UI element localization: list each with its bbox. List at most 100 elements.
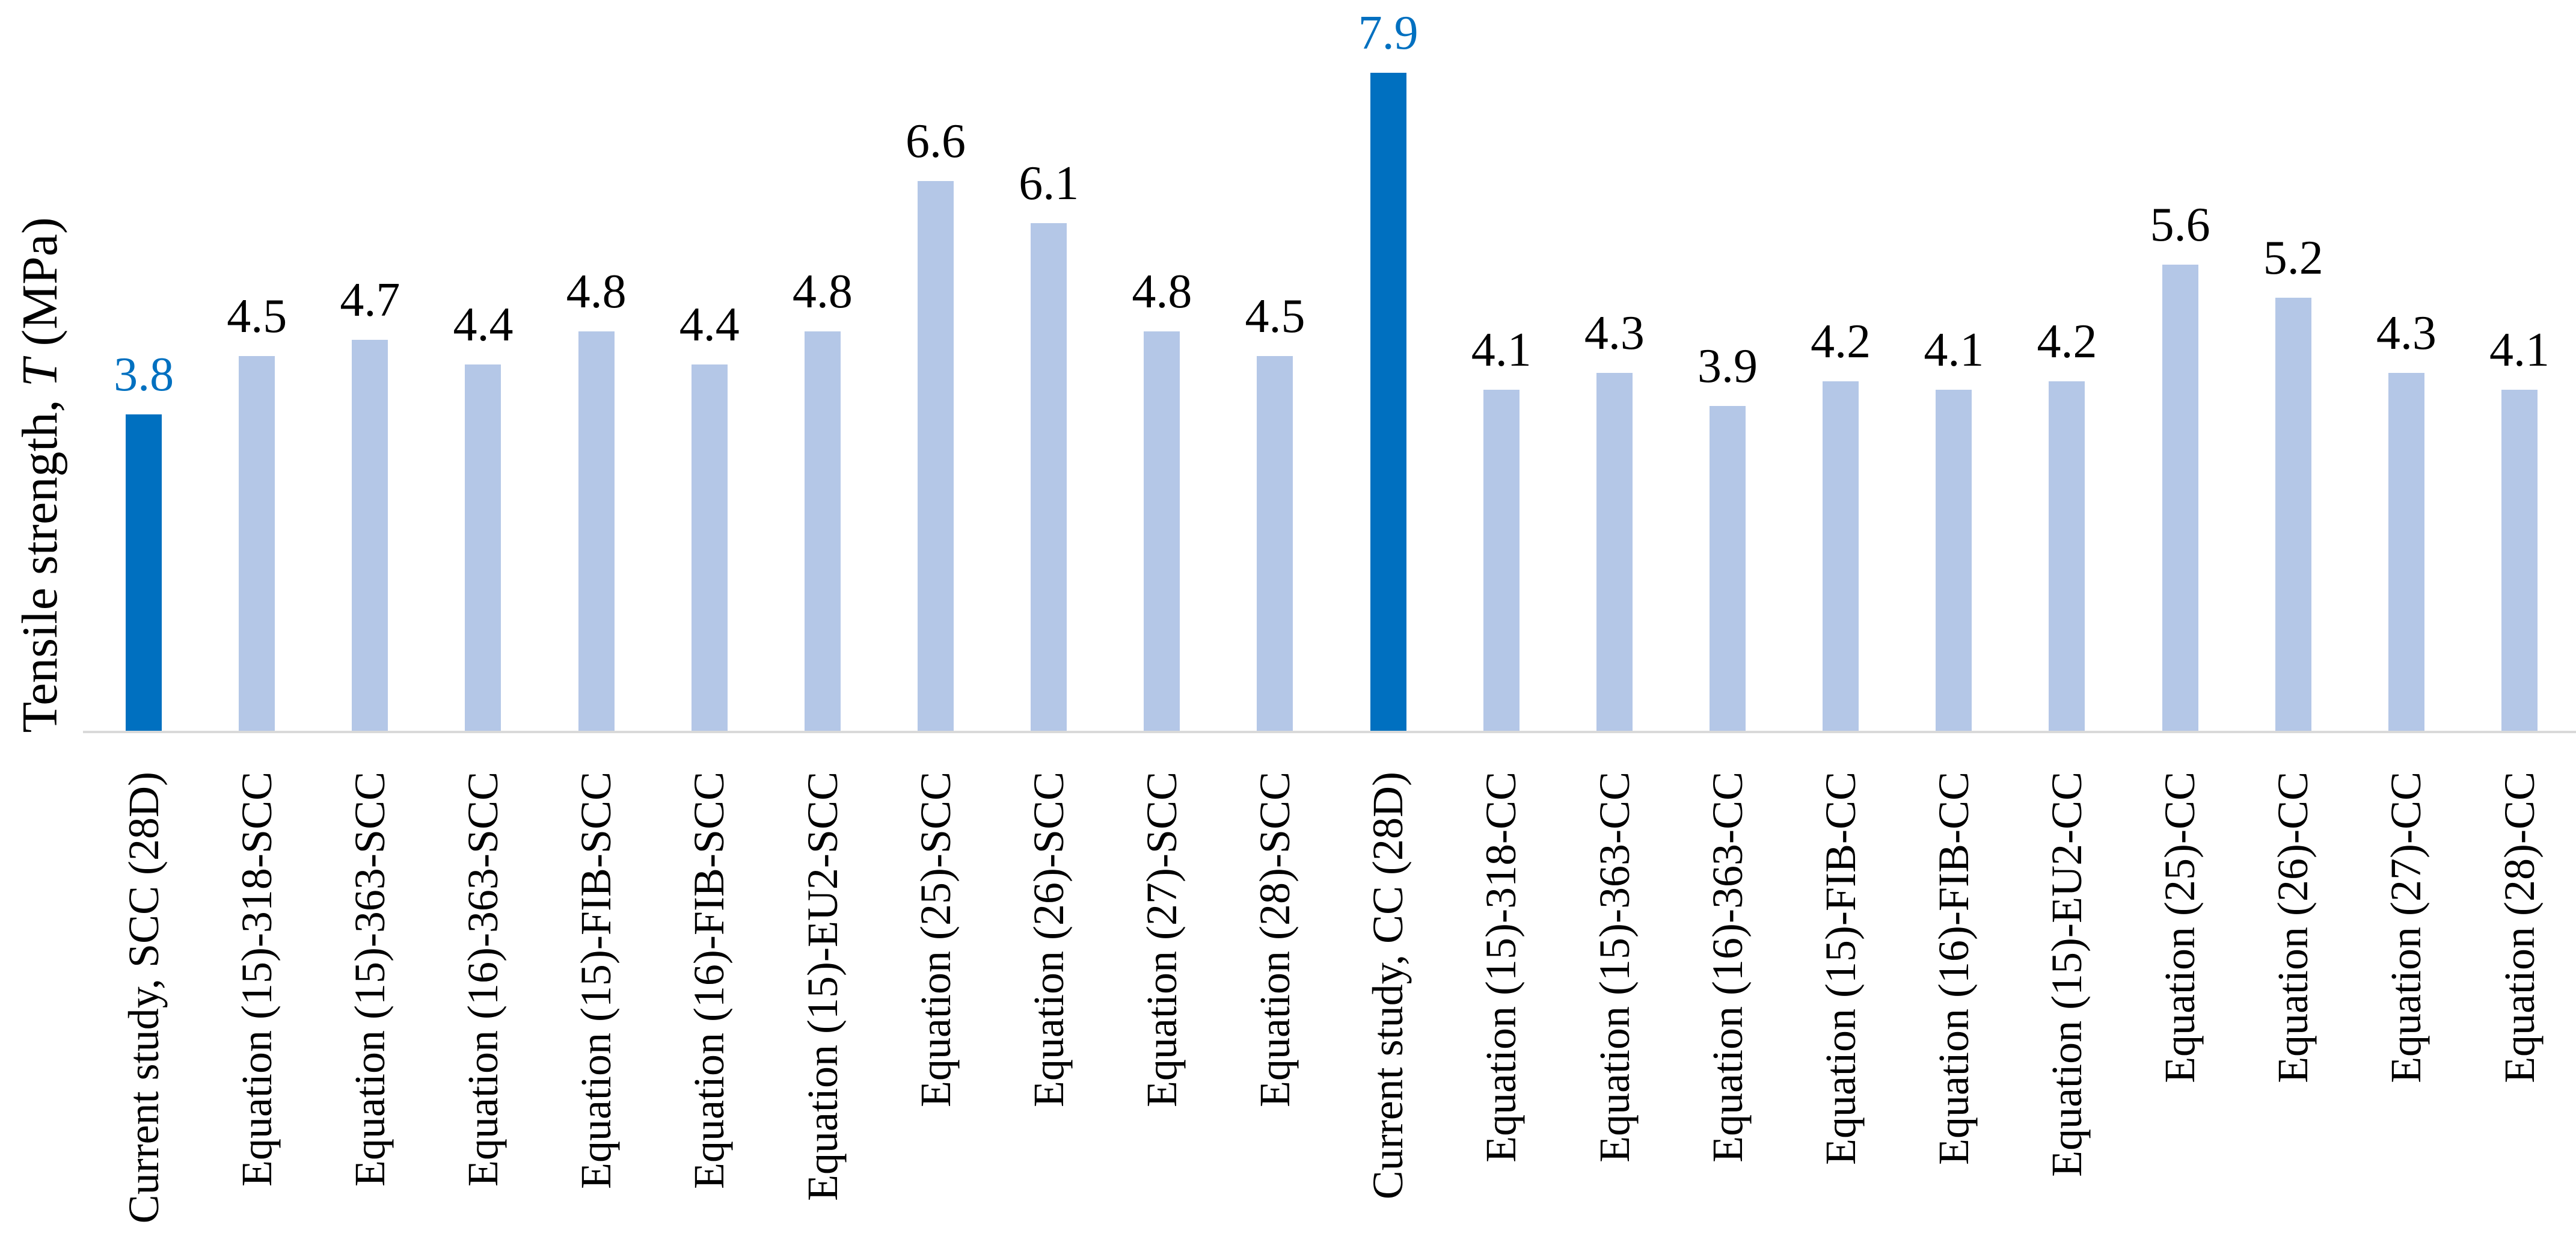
bar-value-label: 4.7 xyxy=(340,274,400,327)
bar-value-label: 4.5 xyxy=(227,290,287,343)
bar-slot: 4.8 xyxy=(1105,0,1218,731)
category-cell: Current study, CC (28D) xyxy=(1332,772,1445,1245)
bar xyxy=(804,331,841,731)
bar-slot: 4.7 xyxy=(313,0,426,731)
category-cell: Equation (15)-EU2-CC xyxy=(2010,772,2123,1245)
bar-value-label: 6.1 xyxy=(1019,157,1079,210)
category-label: Equation (15)-FIB-CC xyxy=(1816,772,1865,1165)
category-cell: Current study, SCC (28D) xyxy=(87,772,200,1245)
bar-value-label: 4.1 xyxy=(1924,324,1984,377)
category-label: Equation (27)-SCC xyxy=(1137,772,1186,1107)
bar-value-label: 4.1 xyxy=(1471,324,1532,377)
bar-slot: 4.2 xyxy=(2010,0,2123,731)
category-label: Equation (15)-318-CC xyxy=(1477,772,1526,1163)
category-label: Equation (16)-FIB-CC xyxy=(1929,772,1978,1165)
bar-slot: 4.5 xyxy=(1218,0,1331,731)
bar xyxy=(465,364,501,731)
bar-value-label: 5.2 xyxy=(2263,232,2323,284)
bar xyxy=(1257,356,1293,731)
bar xyxy=(2275,298,2311,731)
category-label: Equation (15)-EU2-CC xyxy=(2043,772,2091,1177)
bar-slot: 3.8 xyxy=(87,0,200,731)
category-cell: Equation (28)-CC xyxy=(2463,772,2576,1245)
bar-slot: 4.8 xyxy=(540,0,653,731)
bar-value-label: 4.8 xyxy=(566,265,627,318)
category-label: Equation (27)-CC xyxy=(2382,772,2430,1083)
plot-area: 3.8 4.5 4.7 4.4 4.8 4.4 4.8 6.6 6.1 4.8 xyxy=(87,0,2576,731)
category-label: Equation (28)-CC xyxy=(2495,772,2544,1083)
category-label: Equation (26)-CC xyxy=(2269,772,2317,1083)
bar xyxy=(2049,381,2085,731)
category-label: Equation (25)-SCC xyxy=(911,772,960,1107)
bar-value-label: 4.2 xyxy=(1811,315,1871,368)
bar-value-label: 3.9 xyxy=(1697,340,1758,393)
bar-value-label: 4.2 xyxy=(2037,315,2097,368)
bar xyxy=(578,331,615,731)
category-cell: Equation (16)-363-CC xyxy=(1671,772,1784,1245)
bar-slot: 4.3 xyxy=(1558,0,1671,731)
bar xyxy=(126,414,162,731)
category-cell: Equation (15)-FIB-CC xyxy=(1784,772,1897,1245)
bar-value-label: 4.3 xyxy=(2376,307,2436,360)
category-cell: Equation (15)-363-SCC xyxy=(313,772,426,1245)
category-label: Equation (25)-CC xyxy=(2156,772,2204,1083)
bar-value-label: 4.3 xyxy=(1584,307,1645,360)
bar xyxy=(352,340,388,731)
bar-value-label: 4.4 xyxy=(453,298,514,351)
category-cell: Equation (16)-363-SCC xyxy=(426,772,539,1245)
category-label: Equation (15)-363-CC xyxy=(1590,772,1639,1163)
bar-value-label: 4.1 xyxy=(2489,324,2550,377)
bar-value-label: 6.6 xyxy=(906,115,966,168)
category-label: Current study, CC (28D) xyxy=(1364,772,1412,1200)
bar xyxy=(2388,373,2424,731)
bar xyxy=(1596,373,1633,731)
bar-slot: 4.1 xyxy=(1897,0,2010,731)
bar-slot: 4.8 xyxy=(766,0,879,731)
category-cell: Equation (27)-CC xyxy=(2350,772,2463,1245)
bar-slot: 5.2 xyxy=(2237,0,2350,731)
y-axis-title-prefix: Tensile strength, xyxy=(12,387,69,733)
category-label: Equation (15)-318-SCC xyxy=(232,772,281,1187)
bar-slot: 6.6 xyxy=(879,0,992,731)
bar xyxy=(2501,390,2538,731)
bar xyxy=(1483,390,1520,731)
bar xyxy=(1710,406,1746,731)
bar-slot: 4.3 xyxy=(2350,0,2463,731)
bar-value-label: 4.8 xyxy=(792,265,853,318)
category-label: Current study, SCC (28D) xyxy=(119,772,168,1224)
category-cell: Equation (25)-CC xyxy=(2124,772,2237,1245)
bar-slot: 4.1 xyxy=(1445,0,1558,731)
y-axis-title-suffix: (MPa) xyxy=(12,217,69,359)
bar-slot: 4.4 xyxy=(426,0,539,731)
bar xyxy=(1936,390,1972,731)
category-cell: Equation (15)-318-CC xyxy=(1445,772,1558,1245)
bar-slot: 7.9 xyxy=(1332,0,1445,731)
bar-slot: 3.9 xyxy=(1671,0,1784,731)
bar xyxy=(239,356,275,731)
category-axis: Current study, SCC (28D) Equation (15)-3… xyxy=(87,733,2576,1245)
bar xyxy=(2162,265,2198,731)
bar-value-label: 7.9 xyxy=(1358,7,1418,60)
category-cell: Equation (27)-SCC xyxy=(1105,772,1218,1245)
category-cell: Equation (26)-CC xyxy=(2237,772,2350,1245)
category-cell: Equation (15)-EU2-SCC xyxy=(766,772,879,1245)
category-label: Equation (28)-SCC xyxy=(1251,772,1299,1107)
y-axis-title-text: Tensile strength, T (MPa) xyxy=(12,217,69,733)
category-label: Equation (16)-363-SCC xyxy=(459,772,508,1187)
category-label: Equation (15)-EU2-SCC xyxy=(798,772,847,1201)
x-axis-line xyxy=(83,731,2576,733)
category-cell: Equation (15)-363-CC xyxy=(1558,772,1671,1245)
category-label: Equation (16)-FIB-SCC xyxy=(685,772,734,1189)
bar-slot: 6.1 xyxy=(992,0,1105,731)
category-cell: Equation (15)-FIB-SCC xyxy=(540,772,653,1245)
bar xyxy=(1370,73,1406,731)
category-cell: Equation (25)-SCC xyxy=(879,772,992,1245)
bar-value-label: 4.4 xyxy=(679,298,740,351)
category-cell: Equation (15)-318-SCC xyxy=(200,772,313,1245)
bar-slot: 4.5 xyxy=(200,0,313,731)
category-label: Equation (26)-SCC xyxy=(1024,772,1073,1107)
category-cell: Equation (16)-FIB-SCC xyxy=(653,772,766,1245)
category-cell: Equation (26)-SCC xyxy=(992,772,1105,1245)
bar-slot: 4.2 xyxy=(1784,0,1897,731)
